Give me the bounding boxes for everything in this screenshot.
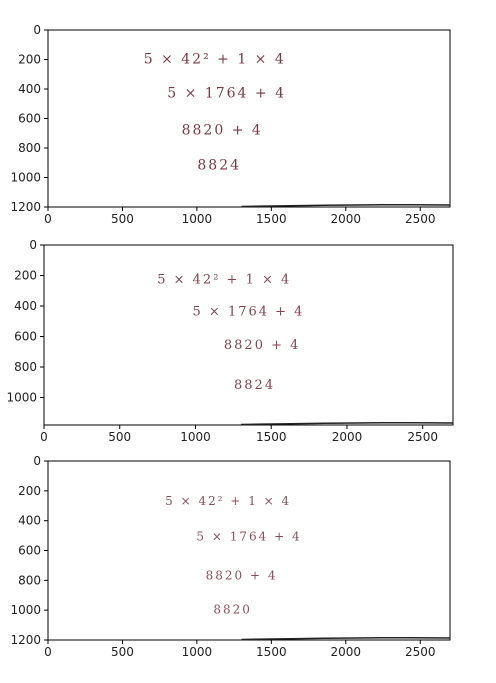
x-tick-label: 1500 bbox=[256, 430, 287, 444]
chart-panel-3: 5 × 42² + 1 × 4 5 × 1764 + 4 8820 + 4 8820 0… bbox=[10, 454, 451, 659]
handwritten-line-1: 5 × 42² + 1 × 4 bbox=[157, 273, 291, 288]
x-tick-label: 500 bbox=[108, 430, 131, 444]
y-tick-label: 400 bbox=[18, 82, 41, 96]
y-tick-label: 1000 bbox=[10, 171, 41, 185]
page-edge-mark bbox=[241, 636, 451, 641]
x-tick-label: 500 bbox=[111, 212, 134, 226]
y-tick-label: 400 bbox=[18, 514, 41, 528]
x-tick-label: 1000 bbox=[182, 212, 213, 226]
y-tick-label: 800 bbox=[18, 573, 41, 587]
handwritten-line-2: 5 × 1764 + 4 bbox=[196, 530, 301, 544]
y-tick-label: 600 bbox=[18, 544, 41, 558]
y-tick-label: 1200 bbox=[10, 633, 41, 647]
y-tick-label: 0 bbox=[33, 23, 41, 37]
y-tick-label: 600 bbox=[14, 330, 37, 344]
y-tick-label: 800 bbox=[18, 141, 41, 155]
chart-panel-2: 5 × 42² + 1 × 4 5 × 1764 + 4 8820 + 4 8824 0… bbox=[6, 238, 454, 444]
handwritten-line-3: 8820 + 4 bbox=[206, 568, 278, 582]
y-tick-label: 1000 bbox=[6, 391, 37, 405]
x-tick-label: 1500 bbox=[256, 212, 287, 226]
handwritten-line-1: 5 × 42² + 1 × 4 bbox=[165, 494, 291, 508]
x-tick-label: 1000 bbox=[182, 645, 213, 659]
chart-panel-1: 5 × 42² + 1 × 4 5 × 1764 + 4 8820 + 4 8824 0… bbox=[10, 23, 451, 226]
handwritten-line-1: 5 × 42² + 1 × 4 bbox=[144, 52, 286, 68]
x-tick-label: 2000 bbox=[331, 212, 362, 226]
x-tick-label: 500 bbox=[111, 645, 134, 659]
handwritten-line-4: 8824 bbox=[197, 158, 241, 174]
handwritten-line-3: 8820 + 4 bbox=[182, 122, 263, 138]
plot-frame bbox=[43, 244, 454, 426]
y-tick-label: 200 bbox=[18, 484, 41, 498]
x-tick-label: 2500 bbox=[407, 430, 438, 444]
x-tick-label: 0 bbox=[44, 212, 52, 226]
x-tick-label: 2500 bbox=[405, 212, 436, 226]
x-tick-label: 0 bbox=[40, 430, 48, 444]
plot-frame bbox=[47, 29, 451, 208]
y-tick-label: 600 bbox=[18, 112, 41, 126]
x-tick-label: 1500 bbox=[256, 645, 287, 659]
x-tick-label: 0 bbox=[44, 645, 52, 659]
handwritten-line-3: 8820 + 4 bbox=[224, 338, 301, 353]
page-edge-mark bbox=[241, 203, 451, 208]
y-tick-label: 400 bbox=[14, 299, 37, 313]
y-tick-label: 200 bbox=[14, 269, 37, 283]
page-edge-mark bbox=[240, 421, 454, 426]
x-tick-label: 2500 bbox=[405, 645, 436, 659]
y-tick-label: 0 bbox=[33, 454, 41, 468]
handwritten-line-4: 8824 bbox=[234, 378, 275, 393]
y-tick-label: 1200 bbox=[10, 200, 41, 214]
y-tick-label: 1000 bbox=[10, 603, 41, 617]
handwritten-line-2: 5 × 1764 + 4 bbox=[167, 85, 286, 101]
x-tick-label: 1000 bbox=[180, 430, 211, 444]
y-tick-label: 800 bbox=[14, 360, 37, 374]
y-tick-label: 200 bbox=[18, 53, 41, 67]
handwritten-line-2: 5 × 1764 + 4 bbox=[193, 305, 305, 320]
x-tick-label: 2000 bbox=[332, 430, 363, 444]
handwritten-line-4: 8820 bbox=[213, 603, 252, 617]
y-tick-label: 0 bbox=[29, 238, 37, 252]
x-tick-label: 2000 bbox=[331, 645, 362, 659]
